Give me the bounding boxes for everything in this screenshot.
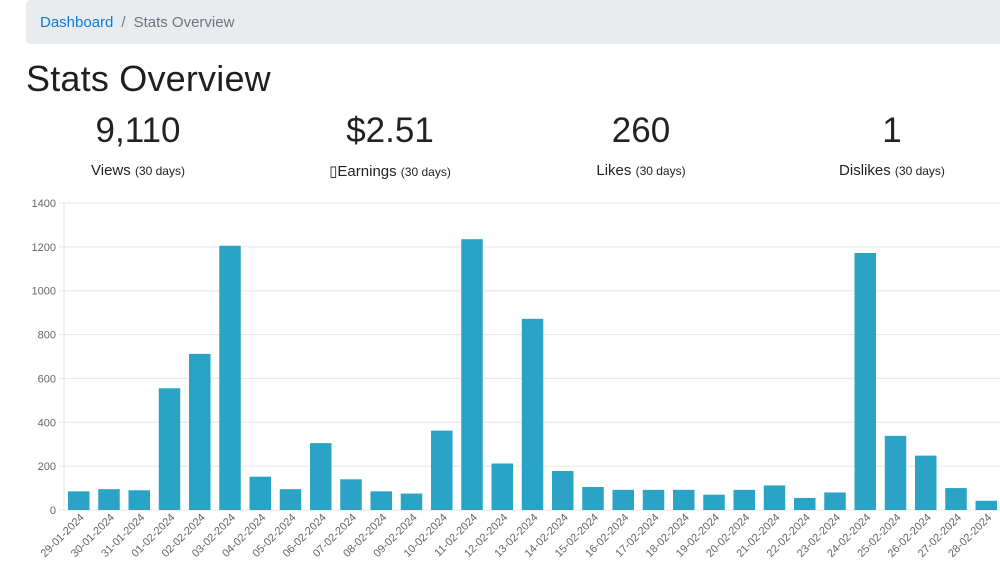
bar: [521, 318, 544, 510]
breadcrumb-dashboard-link[interactable]: Dashboard: [40, 13, 114, 31]
bar: [340, 479, 362, 510]
breadcrumb-current: Stats Overview: [133, 13, 235, 31]
y-tick-label: 800: [38, 330, 56, 342]
bar: [733, 489, 755, 510]
bar: [824, 492, 846, 510]
bar: [884, 435, 907, 510]
bar: [673, 489, 695, 510]
bar: [491, 463, 513, 510]
bar: [461, 239, 483, 511]
stat-label: Dislikes (30 days): [839, 162, 945, 179]
stat-earnings: $2.51 ▯Earnings (30 days): [270, 108, 510, 180]
bar: [279, 489, 302, 510]
bar: [98, 489, 120, 510]
bar: [249, 476, 271, 510]
bar: [975, 500, 997, 510]
bar: [945, 488, 967, 510]
stat-value: 260: [611, 111, 671, 150]
bar: [642, 489, 665, 510]
missing-glyph-icon: ▯: [329, 163, 338, 180]
stat-value: 9,110: [95, 111, 181, 150]
bar: [128, 490, 150, 510]
stat-label: Views (30 days): [91, 162, 185, 179]
bar: [552, 470, 574, 510]
breadcrumb: Dashboard / Stats Overview: [26, 0, 1000, 44]
stat-value: $2.51: [346, 111, 434, 150]
bar: [158, 388, 181, 510]
bar: [612, 489, 634, 510]
y-tick-label: 0: [50, 505, 56, 517]
bar: [400, 493, 423, 510]
bar: [915, 455, 937, 510]
stat-label: ▯Earnings (30 days): [329, 163, 451, 180]
bar: [219, 245, 241, 510]
bar: [189, 353, 211, 510]
bar: [794, 497, 816, 510]
bar: [854, 252, 876, 511]
y-tick-label: 1200: [32, 242, 56, 254]
chart-svg: 020040060080010001200140029-01-202430-01…: [32, 198, 1000, 560]
stat-likes: 260 Likes (30 days): [521, 108, 761, 179]
bar: [763, 485, 786, 510]
y-tick-label: 600: [38, 373, 56, 385]
y-tick-label: 400: [38, 417, 56, 429]
bar: [310, 443, 332, 510]
bar: [370, 491, 392, 510]
stat-views: 9,110 Views (30 days): [18, 108, 258, 179]
y-tick-label: 200: [38, 461, 56, 473]
bar: [703, 494, 725, 510]
views-bar-chart: 0 200 400 600 800 1000 1200 1400 29-01-2024 30-01…: [0, 190, 1000, 567]
stat-value: 1: [882, 111, 902, 150]
bar: [582, 486, 604, 510]
page-title: Stats Overview: [26, 58, 271, 99]
breadcrumb-separator: /: [121, 13, 126, 31]
bar: [431, 430, 453, 510]
bar: [68, 491, 90, 510]
y-tick-label: 1000: [32, 286, 56, 298]
stat-label: Likes (30 days): [596, 162, 686, 179]
stat-dislikes: 1 Dislikes (30 days): [772, 108, 1000, 179]
y-tick-label: 1400: [32, 198, 56, 210]
